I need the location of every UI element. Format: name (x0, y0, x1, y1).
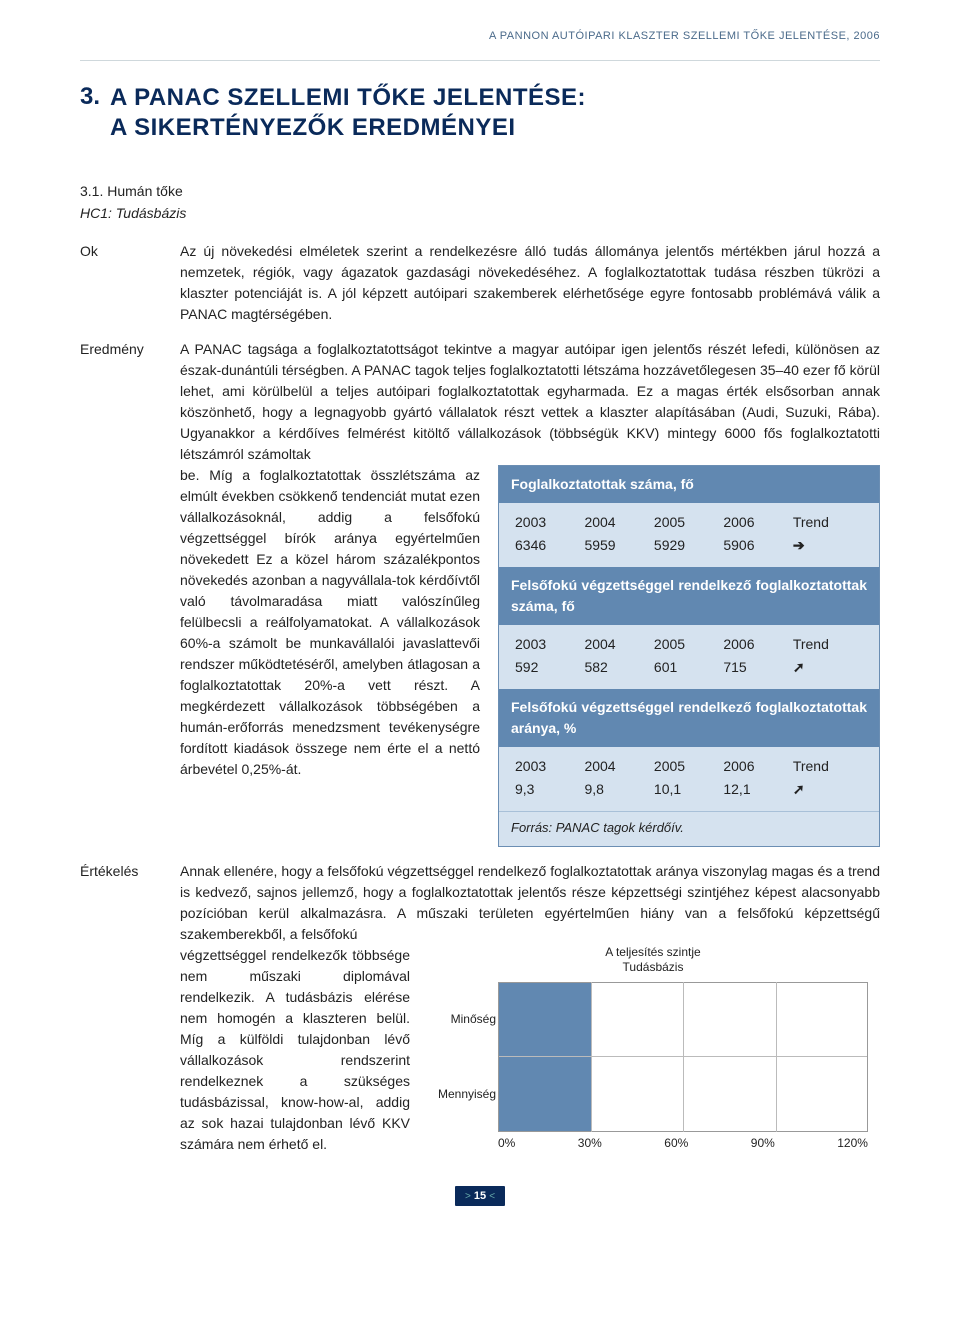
x-label: 0% (498, 1134, 515, 1152)
subsection-number: 3.1. Humán tőke (80, 183, 880, 199)
gridline (776, 982, 777, 1132)
cell: 5959 (580, 534, 649, 557)
page-number-badge: > 15 < (455, 1186, 505, 1206)
cell: 2003 (511, 511, 580, 534)
chart-title: A teljesítés szintje Tudásbázis (428, 945, 878, 976)
cell: 2005 (650, 755, 719, 778)
bar-quality (499, 983, 591, 1057)
x-label: 120% (837, 1134, 868, 1152)
trend-arrow-up-icon: ➚ (789, 656, 867, 679)
ok-label: Ok (80, 241, 160, 325)
chart-title-l2: Tudásbázis (623, 960, 684, 974)
cell: 2006 (719, 511, 788, 534)
cell: 2006 (719, 755, 788, 778)
page-footer: > 15 < (80, 1186, 880, 1206)
eredmeny-col: A PANAC tagsága a foglalkoztatottságot t… (180, 339, 880, 847)
bar-chart: A teljesítés szintje Tudásbázis Minőség … (428, 945, 878, 1156)
table-row: 592 582 601 715 ➚ (511, 656, 867, 679)
bar-quantity (499, 1057, 591, 1131)
cell: 2005 (650, 633, 719, 656)
cell: 592 (511, 656, 580, 679)
data-tables-box: Foglalkoztatottak száma, fő 2003 2004 20… (498, 465, 880, 847)
ok-text: Az új növekedési elméletek szerint a ren… (180, 241, 880, 325)
cell: 9,3 (511, 778, 580, 801)
x-label: 60% (664, 1134, 688, 1152)
chart-y-axis: Minőség Mennyiség (428, 982, 496, 1132)
section-title: 3. A PANAC SZELLEMI TŐKE JELENTÉSE: A SI… (80, 83, 880, 143)
eredmeny-label: Eredmény (80, 339, 160, 847)
trend-arrow-up-icon: ➚ (789, 778, 867, 801)
table3-body: 2003 2004 2005 2006 Trend 9,3 9,8 10,1 1… (499, 747, 879, 811)
table1: 2003 2004 2005 2006 Trend 6346 5959 5929… (511, 511, 867, 557)
ertekeles-side-by-side: végzettséggel rendelkezők többsége nem m… (180, 945, 880, 1156)
cell: 2005 (650, 511, 719, 534)
ertekeles-intro: Annak ellenére, hogy a felsőfokú végzett… (180, 861, 880, 945)
table-row: 2003 2004 2005 2006 Trend (511, 511, 867, 534)
cell: 5906 (719, 534, 788, 557)
cell: 2006 (719, 633, 788, 656)
eredmeny-side-by-side: be. Míg a foglalkoztatottak összlétszáma… (180, 465, 880, 847)
table-row: 2003 2004 2005 2006 Trend (511, 755, 867, 778)
table-row: 2003 2004 2005 2006 Trend (511, 633, 867, 656)
cell: Trend (789, 511, 867, 534)
gridline (591, 982, 592, 1132)
table2-header: Felsőfokú végzettséggel rendelkező fogla… (499, 567, 879, 625)
y-label: Mennyiség (428, 1085, 496, 1103)
cell: 2004 (580, 755, 649, 778)
ertekeles-row: Értékelés Annak ellenére, hogy a felsőfo… (80, 861, 880, 1156)
section-title-line2: A SIKERTÉNYEZŐK EREDMÉNYEI (110, 114, 516, 141)
cell: 6346 (511, 534, 580, 557)
cell: Trend (789, 755, 867, 778)
chevron-right-icon: > (465, 1191, 471, 1202)
gridline (683, 982, 684, 1132)
chevron-left-icon: < (489, 1191, 495, 1202)
x-label: 90% (751, 1134, 775, 1152)
table1-header: Foglalkoztatottak száma, fő (499, 466, 879, 503)
eredmeny-intro: A PANAC tagsága a foglalkoztatottságot t… (180, 339, 880, 465)
cell: 2003 (511, 755, 580, 778)
cell: 2004 (580, 633, 649, 656)
document-header: A PANNON AUTÓIPARI KLASZTER SZELLEMI TŐK… (80, 30, 880, 61)
ertekeles-label: Értékelés (80, 861, 160, 1156)
trend-arrow-right-icon: ➔ (789, 534, 867, 557)
eredmeny-side-text: be. Míg a foglalkoztatottak összlétszáma… (180, 465, 480, 847)
cell: 582 (580, 656, 649, 679)
cell: 10,1 (650, 778, 719, 801)
table2: 2003 2004 2005 2006 Trend 592 582 601 71… (511, 633, 867, 679)
chart-x-axis: 0% 30% 60% 90% 120% (498, 1134, 868, 1152)
cell: 715 (719, 656, 788, 679)
table-source: Forrás: PANAC tagok kérdőív. (499, 811, 879, 846)
section-number: 3. (80, 83, 100, 111)
table-row: 6346 5959 5929 5906 ➔ (511, 534, 867, 557)
cell: 12,1 (719, 778, 788, 801)
table2-body: 2003 2004 2005 2006 Trend 592 582 601 71… (499, 625, 879, 689)
table1-body: 2003 2004 2005 2006 Trend 6346 5959 5929… (499, 503, 879, 567)
chart-title-l1: A teljesítés szintje (605, 945, 700, 959)
ok-row: Ok Az új növekedési elméletek szerint a … (80, 241, 880, 325)
x-label: 30% (578, 1134, 602, 1152)
cell: Trend (789, 633, 867, 656)
table3-header: Felsőfokú végzettséggel rendelkező fogla… (499, 689, 879, 747)
section-title-text: A PANAC SZELLEMI TŐKE JELENTÉSE: A SIKER… (110, 83, 586, 143)
eredmeny-row: Eredmény A PANAC tagsága a foglalkoztato… (80, 339, 880, 847)
cell: 2003 (511, 633, 580, 656)
chart-area: Minőség Mennyiség (438, 982, 868, 1152)
page: A PANNON AUTÓIPARI KLASZTER SZELLEMI TŐK… (0, 0, 960, 1246)
y-label: Minőség (428, 1010, 496, 1028)
cell: 601 (650, 656, 719, 679)
table-row: 9,3 9,8 10,1 12,1 ➚ (511, 778, 867, 801)
page-number: 15 (474, 1190, 486, 1202)
section-title-line1: A PANAC SZELLEMI TŐKE JELENTÉSE: (110, 84, 586, 111)
ertekeles-side-text: végzettséggel rendelkezők többsége nem m… (180, 945, 410, 1156)
subsection-subtitle: HC1: Tudásbázis (80, 205, 880, 221)
cell: 9,8 (580, 778, 649, 801)
cell: 5929 (650, 534, 719, 557)
cell: 2004 (580, 511, 649, 534)
ertekeles-col: Annak ellenére, hogy a felsőfokú végzett… (180, 861, 880, 1156)
table3: 2003 2004 2005 2006 Trend 9,3 9,8 10,1 1… (511, 755, 867, 801)
